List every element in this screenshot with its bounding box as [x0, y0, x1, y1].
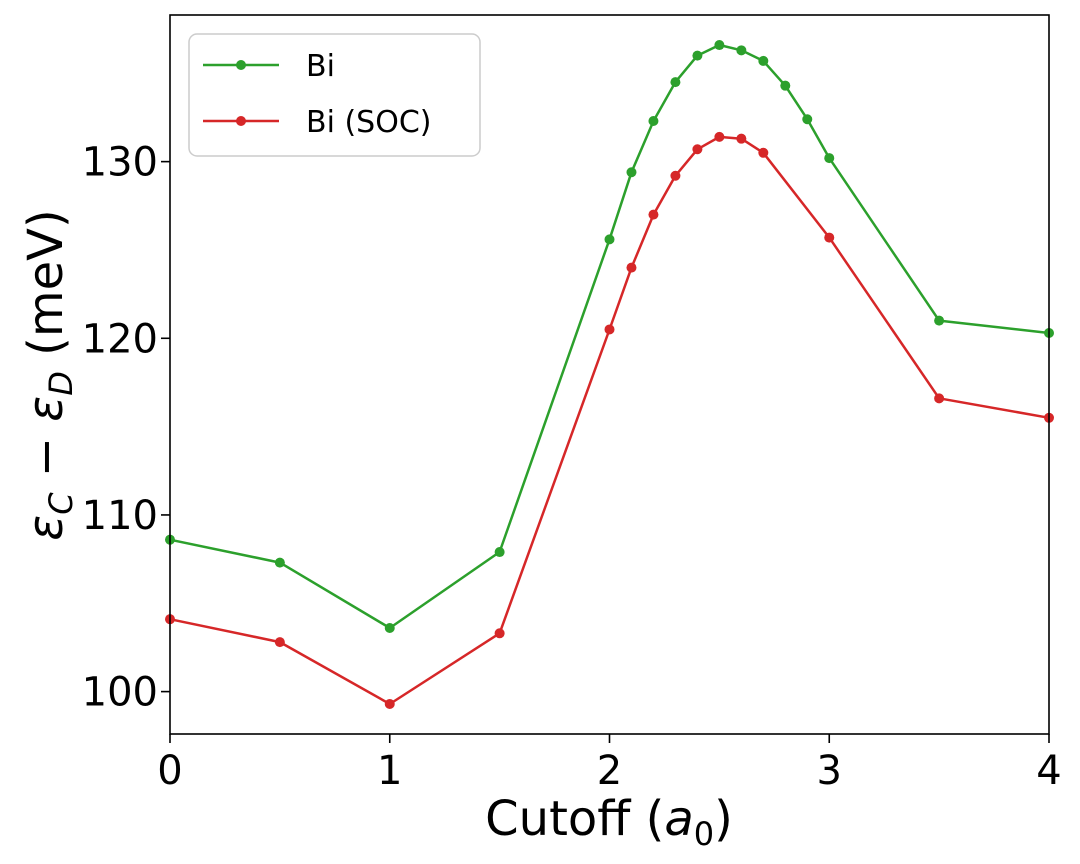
- y-axis-ticks: 100 110 120 130: [82, 140, 170, 716]
- data-point-bi-soc: [648, 209, 659, 220]
- data-point-bi-soc: [934, 393, 945, 404]
- y-tick-label: 110: [82, 493, 158, 539]
- data-point-bi: [714, 40, 725, 51]
- data-point-bi-soc: [604, 324, 615, 335]
- x-tick-label: 1: [377, 748, 402, 794]
- data-point-bi: [824, 153, 835, 164]
- x-tick-label: 2: [597, 748, 622, 794]
- x-tick-label: 4: [1036, 748, 1061, 794]
- legend-label-bi: Bi: [306, 49, 335, 84]
- y-axis-title: εC − εD (meV): [18, 209, 80, 540]
- legend: Bi Bi (SOC): [188, 33, 481, 157]
- x-axis-ticks: 0 1 2 3 4: [157, 734, 1062, 794]
- data-point-bi-soc: [626, 262, 637, 273]
- data-point-bi: [758, 55, 769, 66]
- data-point-bi: [604, 234, 615, 245]
- data-point-bi: [670, 77, 681, 88]
- data-point-bi: [648, 115, 659, 126]
- data-point-bi-soc: [736, 133, 747, 144]
- data-point-bi-soc: [384, 698, 395, 709]
- x-tick-label: 3: [817, 748, 842, 794]
- legend-marker-bi: [236, 60, 246, 70]
- data-point-bi: [780, 80, 791, 91]
- data-point-bi: [802, 114, 813, 125]
- data-point-bi-soc: [670, 170, 681, 181]
- y-tick-label: 100: [82, 670, 158, 716]
- x-tick-label: 0: [157, 748, 182, 794]
- legend-label-bi-soc: Bi (SOC): [306, 105, 431, 140]
- data-point-bi: [494, 547, 505, 558]
- data-point-bi-soc: [494, 628, 505, 639]
- data-point-bi-soc: [692, 144, 703, 155]
- data-point-bi: [626, 167, 637, 178]
- data-point-bi-soc: [758, 147, 769, 158]
- data-point-bi-soc: [714, 131, 725, 142]
- data-point-bi: [934, 315, 945, 326]
- data-point-bi: [274, 557, 285, 568]
- y-tick-label: 120: [82, 316, 158, 362]
- data-point-bi: [736, 45, 747, 56]
- data-point-bi-soc: [824, 232, 835, 243]
- x-axis-title: Cutoff (a0): [485, 791, 733, 853]
- series-layer: [165, 40, 1054, 709]
- data-point-bi: [692, 50, 703, 61]
- legend-marker-bi-soc: [236, 116, 246, 126]
- data-point-bi: [384, 623, 395, 634]
- data-point-bi-soc: [274, 637, 285, 648]
- y-tick-label: 130: [82, 140, 158, 186]
